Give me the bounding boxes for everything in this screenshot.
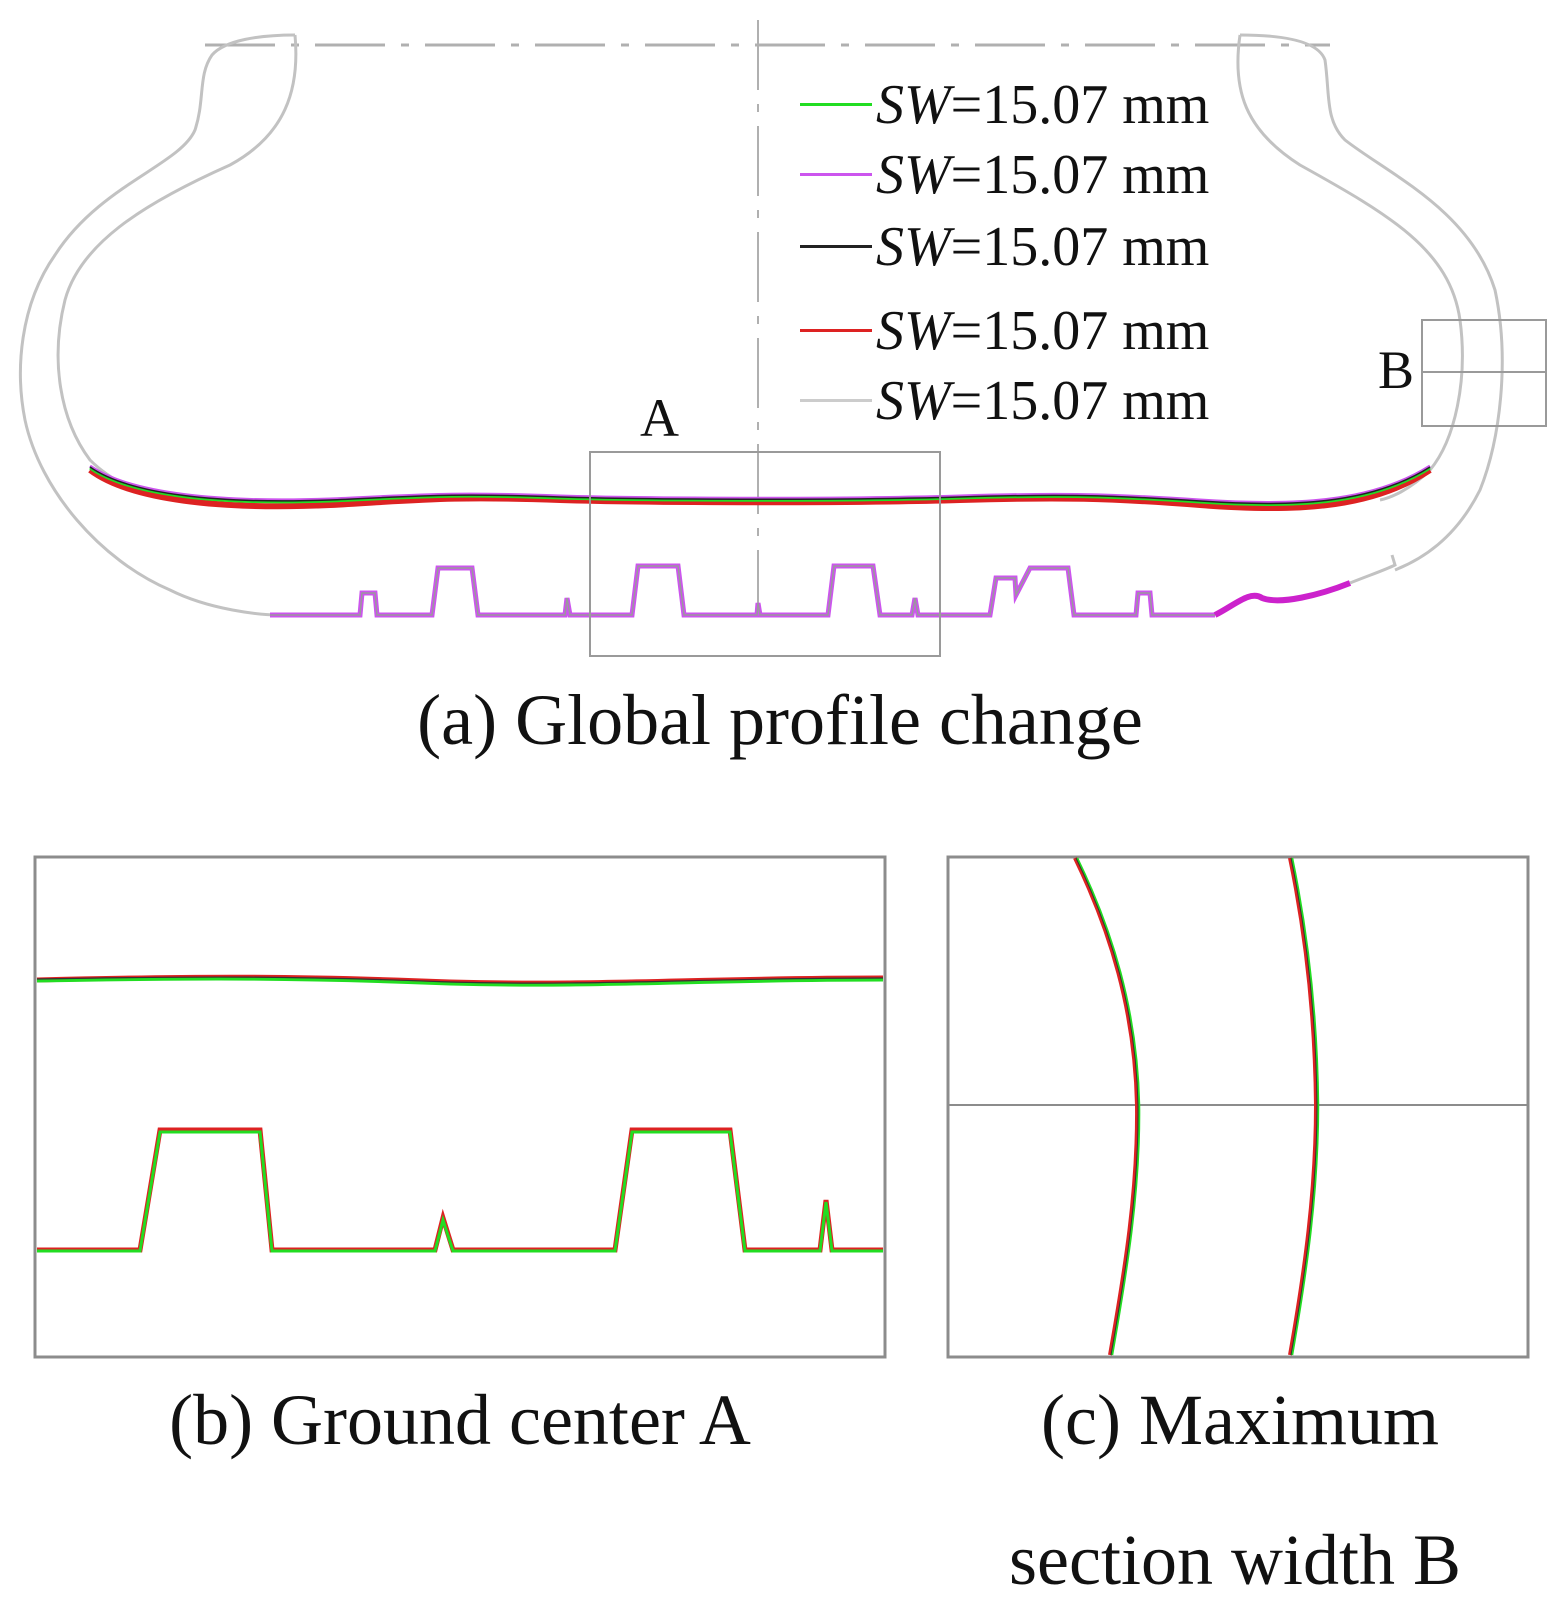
tread-profile xyxy=(270,554,1397,618)
region-a-label: A xyxy=(640,388,679,448)
legend-label: SW=15.07 mm xyxy=(876,300,1210,362)
panel-c-frame xyxy=(946,855,1530,1359)
caption-b: (b) Ground center A xyxy=(169,1380,751,1460)
ground-center-panel xyxy=(33,855,887,1359)
panel-b-frame xyxy=(33,855,887,1359)
region-b-label: B xyxy=(1378,340,1415,400)
legend-item: SW=15.07 mm xyxy=(800,140,1320,210)
inner-liner-curves xyxy=(88,464,1432,512)
legend-label: SW=15.07 mm xyxy=(876,216,1210,278)
legend-label: SW=15.07 mm xyxy=(876,370,1210,432)
legend-item: SW=15.07 mm xyxy=(800,296,1320,366)
region-a-box xyxy=(589,451,941,657)
caption-a: (a) Global profile change xyxy=(417,680,1143,760)
caption-c-line2: section width B xyxy=(1009,1520,1461,1600)
outer-tire-contour xyxy=(18,33,1504,617)
region-b-box xyxy=(1421,319,1547,427)
legend-swatch-gray xyxy=(800,399,872,402)
legend-item: SW=15.07 mm xyxy=(800,212,1320,282)
global-profile-panel xyxy=(18,20,1547,657)
legend-item: SW=15.07 mm xyxy=(800,70,1320,140)
max-section-width-panel xyxy=(946,855,1530,1359)
legend-label: SW=15.07 mm xyxy=(876,144,1210,206)
legend-item: SW=15.07 mm xyxy=(800,366,1320,436)
legend-swatch-purple xyxy=(800,173,872,176)
caption-c-line1: (c) Maximum xyxy=(1041,1380,1439,1460)
legend-swatch-red xyxy=(800,329,872,332)
legend-swatch-green xyxy=(800,103,872,106)
legend-swatch-black xyxy=(800,245,872,248)
legend-label: SW=15.07 mm xyxy=(876,74,1210,136)
